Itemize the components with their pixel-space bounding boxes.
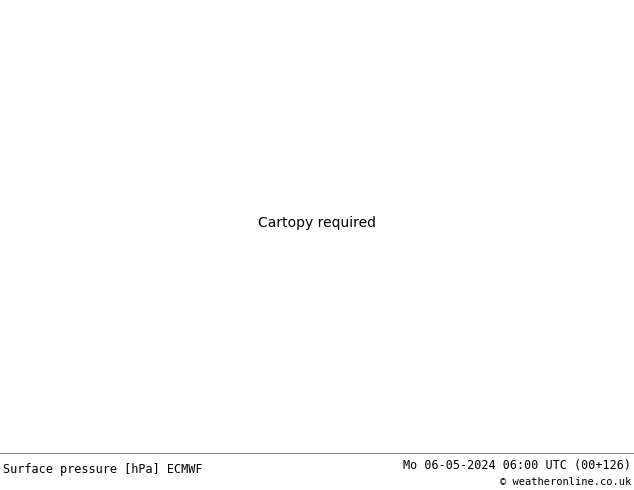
Text: Cartopy required: Cartopy required (258, 216, 376, 230)
Text: Mo 06-05-2024 06:00 UTC (00+126): Mo 06-05-2024 06:00 UTC (00+126) (403, 459, 631, 471)
Text: © weatheronline.co.uk: © weatheronline.co.uk (500, 477, 631, 487)
Text: Surface pressure [hPa] ECMWF: Surface pressure [hPa] ECMWF (3, 463, 203, 476)
